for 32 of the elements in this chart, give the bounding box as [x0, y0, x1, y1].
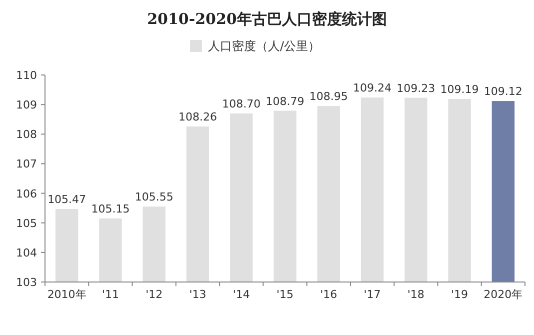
- y-tick-label: 105: [16, 216, 37, 230]
- x-tick-label: '18: [407, 288, 424, 301]
- x-tick-label: 2020年: [484, 288, 523, 301]
- data-label: 109.23: [396, 82, 436, 95]
- x-tick-label: '15: [276, 288, 294, 301]
- data-label: 105.15: [91, 202, 130, 216]
- x-tick-label: '11: [102, 288, 119, 301]
- data-label: 108.70: [222, 97, 261, 110]
- x-tick-label: '17: [364, 288, 381, 301]
- data-label: 109.24: [353, 81, 392, 94]
- y-tick-label: 103: [16, 276, 37, 289]
- y-tick-label: 104: [16, 246, 37, 260]
- data-label: 109.19: [440, 82, 479, 96]
- data-label: 105.47: [48, 192, 86, 206]
- data-label: 105.55: [134, 190, 174, 204]
- data-label: 109.12: [484, 85, 522, 98]
- data-label: 108.95: [309, 90, 348, 104]
- y-tick-label: 110: [16, 69, 37, 82]
- chart-title: 2010-2020年古巴人口密度统计图: [147, 10, 387, 28]
- legend-label: 人口密度（人/公里）: [208, 39, 320, 53]
- data-label: 108.79: [266, 94, 304, 108]
- x-tick-label: '19: [451, 288, 468, 301]
- y-tick-label: 107: [16, 158, 37, 171]
- x-tick-label: 2010年: [47, 288, 86, 301]
- x-tick-label: '12: [146, 288, 163, 301]
- y-tick-label: 106: [16, 187, 37, 200]
- data-label: 108.26: [178, 110, 217, 124]
- x-tick-label: '13: [189, 288, 206, 301]
- y-tick-label: 109: [16, 98, 37, 112]
- x-tick-label: '16: [320, 288, 338, 301]
- y-tick-label: 108: [16, 128, 37, 142]
- x-tick-label: '14: [232, 288, 250, 301]
